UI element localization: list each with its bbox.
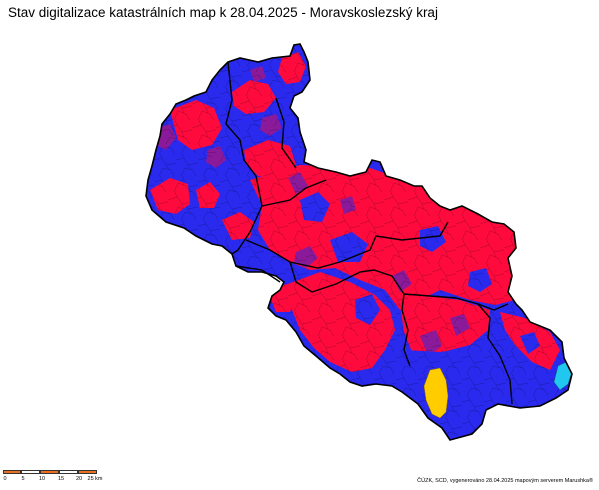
area-red	[232, 80, 276, 114]
area-blue	[420, 226, 446, 252]
area-blue	[400, 340, 510, 440]
area-blue	[355, 294, 380, 325]
area-purple	[206, 146, 226, 168]
area-red	[400, 296, 490, 360]
district-borders	[225, 61, 513, 405]
area-purple	[294, 246, 318, 268]
area-blue	[468, 268, 492, 292]
area-purple	[340, 196, 356, 214]
scale-segment	[78, 470, 97, 474]
scale-segment	[21, 470, 40, 474]
area-yellow	[423, 367, 449, 419]
scale-tick: 25 km	[87, 476, 103, 482]
area-purple	[250, 66, 266, 82]
area-purple	[288, 172, 308, 194]
area-red	[278, 52, 306, 84]
area-blue	[300, 192, 330, 222]
area-red	[170, 100, 222, 150]
scale-tick: 5	[21, 476, 25, 482]
scale-segment	[59, 470, 78, 474]
area-purple	[420, 330, 442, 356]
area-blue	[490, 340, 570, 408]
area-blue	[520, 332, 540, 354]
map-title: Stav digitalizace katastrálních map k 28…	[8, 5, 438, 20]
area-purple	[450, 314, 470, 336]
region-map	[145, 43, 573, 441]
area-red	[196, 182, 220, 208]
scale-bar: 0 5 10 15 20 25 km	[3, 470, 103, 488]
area-red	[150, 178, 190, 214]
cadastral-areas	[146, 44, 572, 440]
scale-tick: 20	[75, 476, 83, 482]
scale-tick: 15	[57, 476, 65, 482]
scale-segment	[40, 470, 59, 474]
scale-segment	[3, 470, 21, 474]
area-purple	[392, 270, 412, 292]
area-red	[222, 212, 254, 240]
scale-tick: 0	[3, 476, 7, 482]
scale-tick: 10	[38, 476, 46, 482]
credit-text: ČÚZK, SCD, vygenerováno 28.04.2025 mapov…	[417, 478, 593, 484]
area-purple	[260, 114, 282, 136]
